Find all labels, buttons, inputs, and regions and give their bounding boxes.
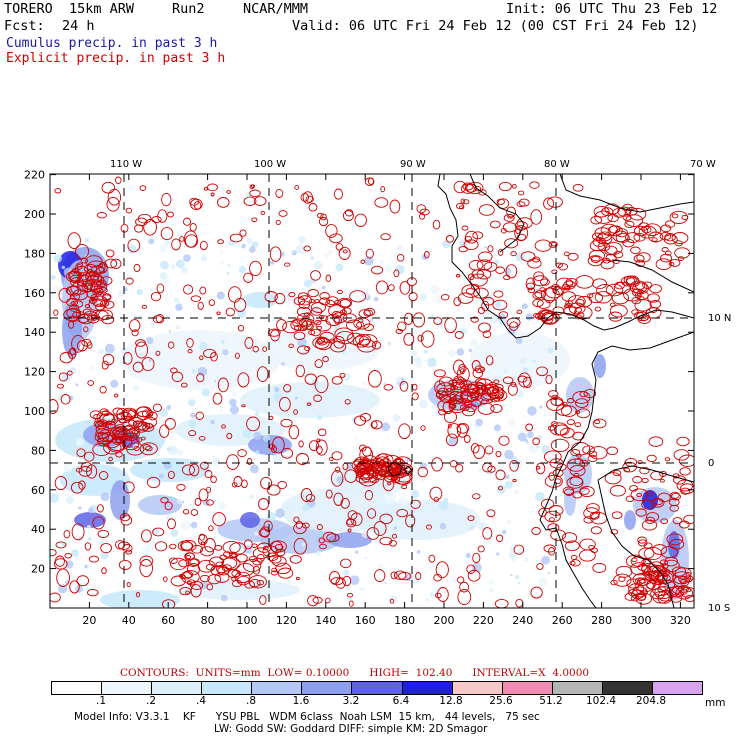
forecast-hour: 24 h — [62, 18, 95, 34]
x-tick-label: 240 — [512, 614, 533, 627]
colorbar-label: 6.4 — [392, 695, 410, 707]
colorbar-swatch — [401, 682, 452, 694]
lat-lon-gridlines — [50, 174, 694, 608]
model-info-line2: LW: Godd SW: Goddard DIFF: simple KM: 2D… — [214, 723, 488, 735]
x-tick-label: 280 — [591, 614, 612, 627]
init-time: Init: 06 UTC Thu 23 Feb 12 — [506, 1, 718, 17]
cumulus-precip-area — [100, 590, 180, 608]
x-tick-label: 220 — [473, 614, 494, 627]
y-tick-label: 100 — [24, 405, 45, 418]
colorbar-label: 1.6 — [292, 695, 310, 707]
x-tick-label: 60 — [161, 614, 175, 627]
x-tick-label: 320 — [670, 614, 691, 627]
y-tick-label: 200 — [24, 208, 45, 221]
x-tick-label: 160 — [355, 614, 376, 627]
y-tick-label: 180 — [24, 247, 45, 260]
x-tick-label: 40 — [122, 614, 136, 627]
colorbar-swatch — [451, 682, 502, 694]
cumulus-precip-area — [240, 512, 260, 528]
map-frame — [49, 173, 695, 609]
colorbar-swatch — [201, 682, 252, 694]
x-tick-label: 80 — [201, 614, 215, 627]
org-label: NCAR/MMM — [243, 1, 309, 17]
colorbar-swatch — [601, 682, 652, 694]
cumulus-precip-area — [594, 354, 606, 378]
lat-label-10n: 10 N — [708, 313, 732, 324]
colorbar-unit: mm — [705, 697, 726, 709]
colorbar-swatch — [251, 682, 302, 694]
y-tick-label: 160 — [24, 287, 45, 300]
cumulus-precip-area — [74, 512, 106, 528]
lon-label-90w: 90 W — [400, 159, 426, 170]
valid-time: Valid: 06 UTC Fri 24 Feb 12 (00 CST Fri … — [292, 18, 699, 34]
cumulus-precip-area — [138, 495, 182, 515]
lon-label-110w: 110 W — [110, 159, 143, 170]
cumulus-precip-area — [110, 480, 130, 520]
y-tick-label: 220 — [24, 169, 45, 182]
cumulus-precip-area — [360, 500, 480, 540]
x-tick-label: 120 — [276, 614, 297, 627]
colorbar-label: 204.8 — [635, 695, 667, 707]
colorbar-label: 102.4 — [585, 695, 617, 707]
cumulus-precip-area — [180, 580, 300, 600]
x-tick-label: 200 — [434, 614, 455, 627]
cumulus-precip-area — [240, 382, 380, 418]
coastlines — [387, 174, 694, 608]
colorbar-labels: .1 .2 .4 .8 1.6 3.2 6.4 12.8 25.6 51.2 102.4 204.8 — [51, 695, 711, 707]
colorbar-label: 51.2 — [539, 695, 563, 707]
colorbar-swatch — [651, 682, 703, 694]
y-tick-label: 60 — [31, 484, 45, 497]
colorbar-label: 12.8 — [439, 695, 463, 707]
cumulus-precip-area — [242, 292, 278, 308]
model-title: TORERO 15km ARW — [4, 1, 135, 17]
y-tick-label: 140 — [24, 326, 45, 339]
cumulus-precip-area — [130, 458, 210, 482]
y-tick-label: 80 — [31, 444, 45, 457]
cumulus-title: Cumulus precip. in past 3 h — [6, 36, 218, 51]
y-tick-label: 40 — [31, 523, 45, 536]
lat-label-0: 0 — [708, 458, 715, 469]
explicit-title: Explicit precip. in past 3 h — [6, 51, 226, 66]
cumulus-precip-area — [260, 330, 380, 370]
colorbar-swatch — [52, 682, 102, 694]
cumulus-precip-area — [120, 330, 280, 390]
colorbar-swatch — [351, 682, 402, 694]
x-tick-label: 260 — [552, 614, 573, 627]
cumulus-precip-area — [564, 484, 576, 516]
colorbar-label: .8 — [245, 695, 257, 707]
colorbar-swatch — [151, 682, 202, 694]
model-info-line1: Model Info: V3.3.1 KF YSU PBL WDM 6class… — [74, 711, 540, 723]
x-tick-label: 100 — [237, 614, 258, 627]
colorbar-swatch — [101, 682, 152, 694]
lon-label-80w: 80 W — [544, 159, 570, 170]
run-label: Run2 — [172, 1, 205, 17]
colorbar-label: 25.6 — [489, 695, 513, 707]
colorbar-label: 3.2 — [342, 695, 360, 707]
colorbar-label: .4 — [195, 695, 207, 707]
colorbar-label: .2 — [145, 695, 157, 707]
y-tick-label: 20 — [31, 563, 45, 576]
x-tick-label: 180 — [394, 614, 415, 627]
lon-label-70w: 70 W — [690, 159, 716, 170]
forecast-label: Fcst: — [4, 18, 45, 34]
colorbar-swatch — [551, 682, 602, 694]
contours-info: CONTOURS: UNITS=mm LOW= 0.10000 HIGH= 10… — [120, 667, 590, 679]
colorbar-swatch — [501, 682, 552, 694]
colorbar — [51, 681, 703, 695]
x-tick-label: 300 — [631, 614, 652, 627]
lon-label-100w: 100 W — [254, 159, 287, 170]
colorbar-label: .1 — [95, 695, 107, 707]
x-tick-label: 140 — [315, 614, 336, 627]
x-tick-label: 20 — [82, 614, 96, 627]
colorbar-swatch — [301, 682, 352, 694]
cumulus-precip-area — [624, 510, 636, 530]
y-tick-label: 120 — [24, 366, 45, 379]
lat-label-10s: 10 S — [708, 603, 731, 614]
